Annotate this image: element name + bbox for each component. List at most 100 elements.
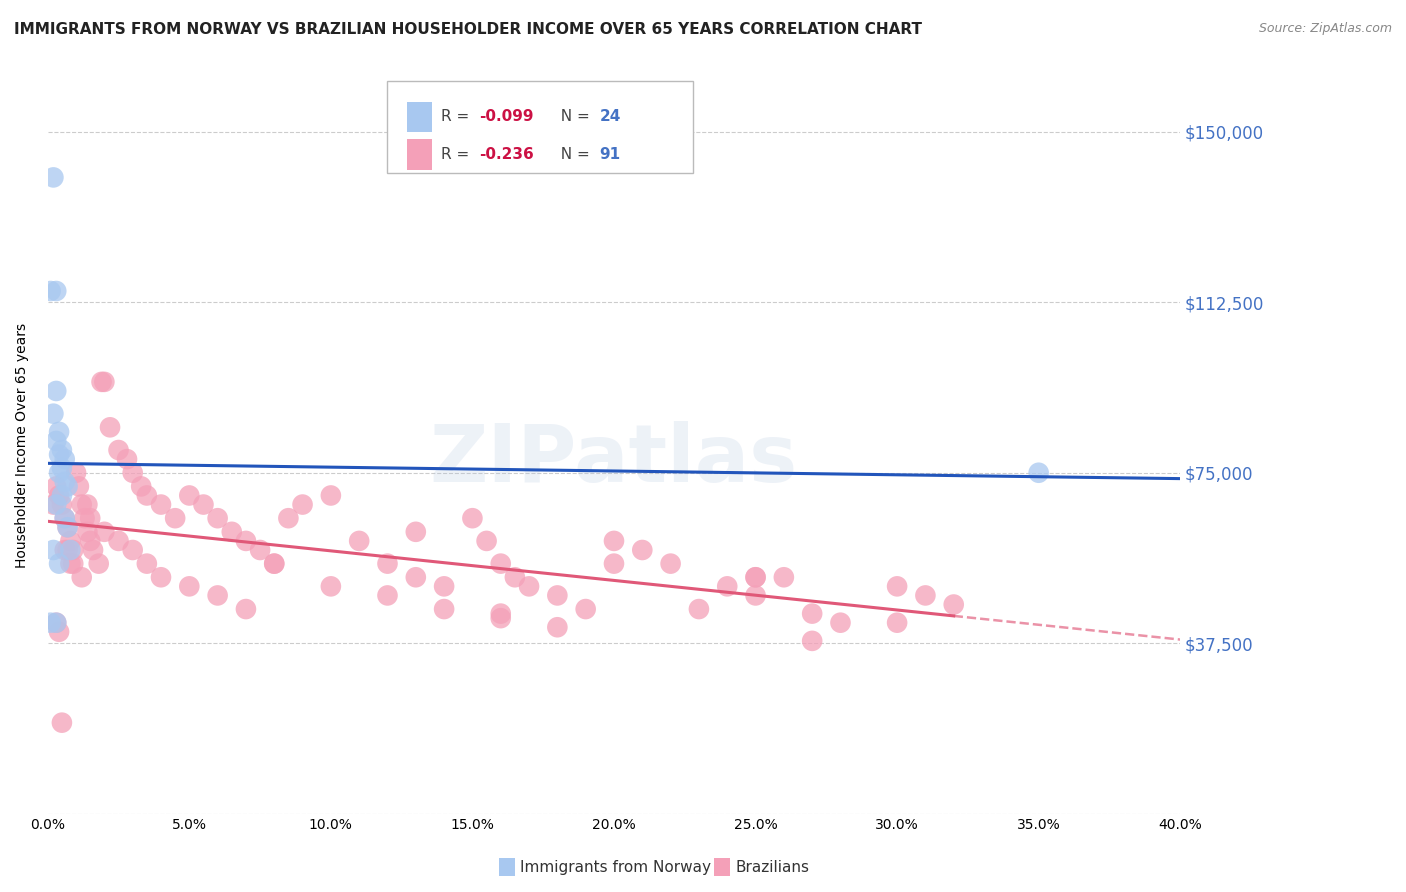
Point — [42, 407, 65, 421]
Point — [263, 557, 285, 571]
Point — [90, 375, 112, 389]
Point — [73, 511, 96, 525]
Point — [45, 615, 67, 630]
Point — [56, 479, 79, 493]
Text: -0.236: -0.236 — [479, 146, 534, 161]
Point — [377, 589, 399, 603]
Point — [744, 570, 766, 584]
Y-axis label: Householder Income Over 65 years: Householder Income Over 65 years — [15, 323, 30, 568]
Point — [82, 543, 104, 558]
Point — [93, 375, 115, 389]
Point — [70, 498, 93, 512]
Point — [291, 498, 314, 512]
Point — [42, 170, 65, 185]
Point — [59, 557, 82, 571]
Point — [801, 633, 824, 648]
Point — [45, 284, 67, 298]
Point — [56, 543, 79, 558]
Point — [62, 557, 84, 571]
Point — [107, 443, 129, 458]
Point — [51, 715, 73, 730]
Point — [347, 533, 370, 548]
Point — [150, 570, 173, 584]
Text: 91: 91 — [599, 146, 620, 161]
Text: -0.099: -0.099 — [479, 110, 534, 125]
Point — [65, 466, 87, 480]
Point — [517, 579, 540, 593]
Point — [503, 570, 526, 584]
Point — [107, 533, 129, 548]
Point — [70, 570, 93, 584]
Point — [51, 488, 73, 502]
Point — [165, 511, 187, 525]
Point — [319, 579, 342, 593]
Point — [129, 479, 152, 493]
Point — [603, 557, 626, 571]
Point — [76, 524, 98, 539]
Point — [461, 511, 484, 525]
Point — [716, 579, 738, 593]
Point — [489, 557, 512, 571]
Point — [39, 615, 62, 630]
Point — [59, 543, 82, 558]
Point — [98, 420, 121, 434]
Point — [773, 570, 796, 584]
Point — [688, 602, 710, 616]
Point — [48, 425, 70, 439]
Point — [45, 384, 67, 398]
Text: Brazilians: Brazilians — [735, 860, 810, 874]
Bar — [406, 139, 432, 169]
Text: ZIPatlas: ZIPatlas — [430, 421, 799, 500]
Point — [801, 607, 824, 621]
Bar — [406, 102, 432, 132]
Text: R =: R = — [440, 146, 474, 161]
Point — [42, 543, 65, 558]
Point — [546, 620, 568, 634]
Point — [48, 448, 70, 462]
Point — [179, 488, 201, 502]
Point — [87, 557, 110, 571]
Point — [51, 498, 73, 512]
Point — [121, 543, 143, 558]
Point — [405, 524, 427, 539]
Point — [51, 443, 73, 458]
Point — [603, 533, 626, 548]
Point — [79, 511, 101, 525]
Point — [744, 589, 766, 603]
Text: N =: N = — [551, 110, 595, 125]
Point — [319, 488, 342, 502]
Point — [179, 579, 201, 593]
Point — [150, 498, 173, 512]
Point — [489, 607, 512, 621]
Point — [48, 488, 70, 502]
Point — [93, 524, 115, 539]
FancyBboxPatch shape — [388, 81, 693, 173]
Point — [886, 615, 908, 630]
Point — [53, 511, 76, 525]
Point — [45, 615, 67, 630]
Point — [42, 498, 65, 512]
Point — [135, 488, 157, 502]
Point — [76, 498, 98, 512]
Text: 24: 24 — [599, 110, 620, 125]
Point — [45, 498, 67, 512]
Point — [39, 284, 62, 298]
Point — [51, 461, 73, 475]
Point — [56, 520, 79, 534]
Point — [942, 598, 965, 612]
Point — [235, 602, 257, 616]
Text: Source: ZipAtlas.com: Source: ZipAtlas.com — [1258, 22, 1392, 36]
Point — [631, 543, 654, 558]
Point — [659, 557, 682, 571]
Point — [546, 589, 568, 603]
Point — [475, 533, 498, 548]
Text: IMMIGRANTS FROM NORWAY VS BRAZILIAN HOUSEHOLDER INCOME OVER 65 YEARS CORRELATION: IMMIGRANTS FROM NORWAY VS BRAZILIAN HOUS… — [14, 22, 922, 37]
Point — [249, 543, 271, 558]
Point — [115, 452, 138, 467]
Point — [433, 602, 456, 616]
Point — [53, 475, 76, 489]
Point — [433, 579, 456, 593]
Point — [193, 498, 215, 512]
Point — [1028, 466, 1050, 480]
Point — [79, 533, 101, 548]
